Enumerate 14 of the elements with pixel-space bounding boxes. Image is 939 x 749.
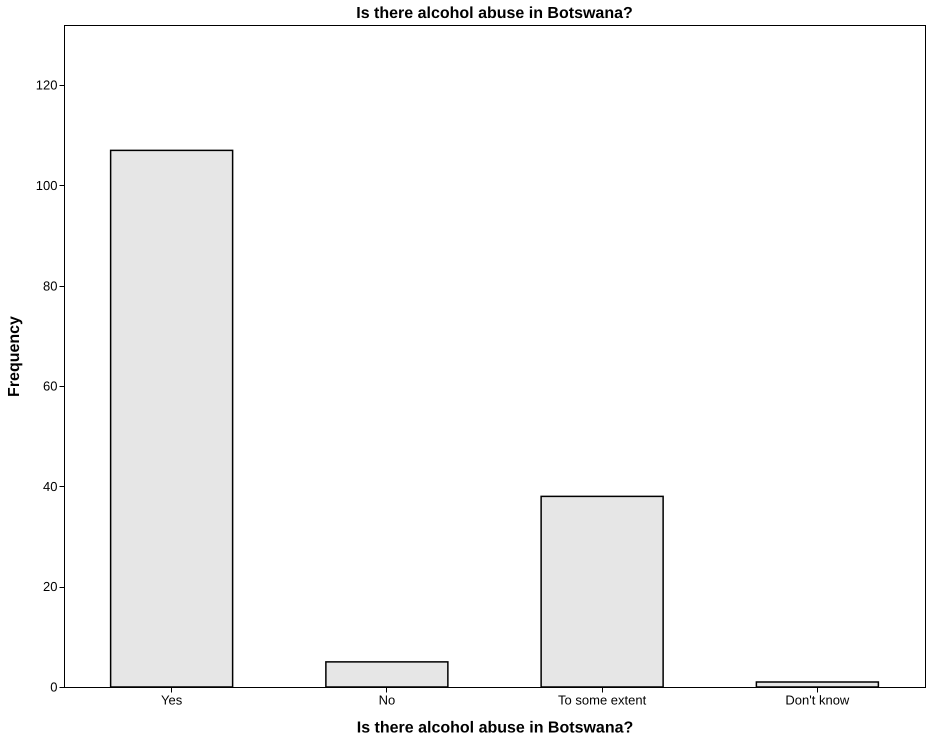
y-tick-label: 20 [43, 579, 58, 594]
y-tick-label: 100 [36, 178, 58, 193]
y-tick-label: 40 [43, 478, 58, 494]
chart-title: Is there alcohol abuse in Botswana? [356, 5, 633, 22]
x-tick-label: To some extent [558, 692, 647, 708]
y-tick-label: 120 [36, 78, 58, 93]
x-axis-title: Is there alcohol abuse in Botswana? [356, 720, 634, 736]
y-tick-label: 80 [43, 278, 58, 294]
y-tick-label: 0 [50, 680, 58, 694]
y-tick-label: 60 [43, 378, 58, 394]
x-tick-label: Don't know [785, 692, 850, 708]
x-tick-label: Yes [161, 692, 183, 708]
y-axis-title: Frequency [6, 316, 23, 397]
x-tick-label: No [378, 692, 396, 708]
